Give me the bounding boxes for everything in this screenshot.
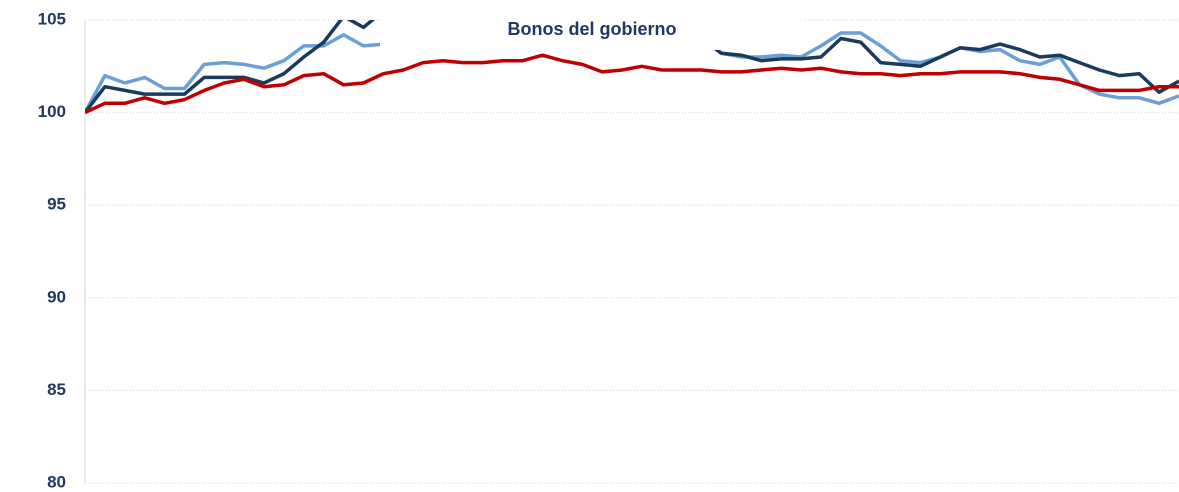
y-tick-label: 95 <box>47 195 66 214</box>
y-tick-label: 100 <box>38 102 66 121</box>
series-line <box>85 20 1179 114</box>
series-line <box>85 20 1179 114</box>
series-line <box>85 53 1179 115</box>
y-tick-label: 85 <box>47 380 66 399</box>
chart-title: Bonos del gobierno <box>508 19 677 39</box>
y-tick-label: 90 <box>47 287 66 306</box>
title-box <box>380 0 805 50</box>
y-tick-label: 80 <box>47 472 66 491</box>
y-tick-label: 105 <box>38 9 66 28</box>
